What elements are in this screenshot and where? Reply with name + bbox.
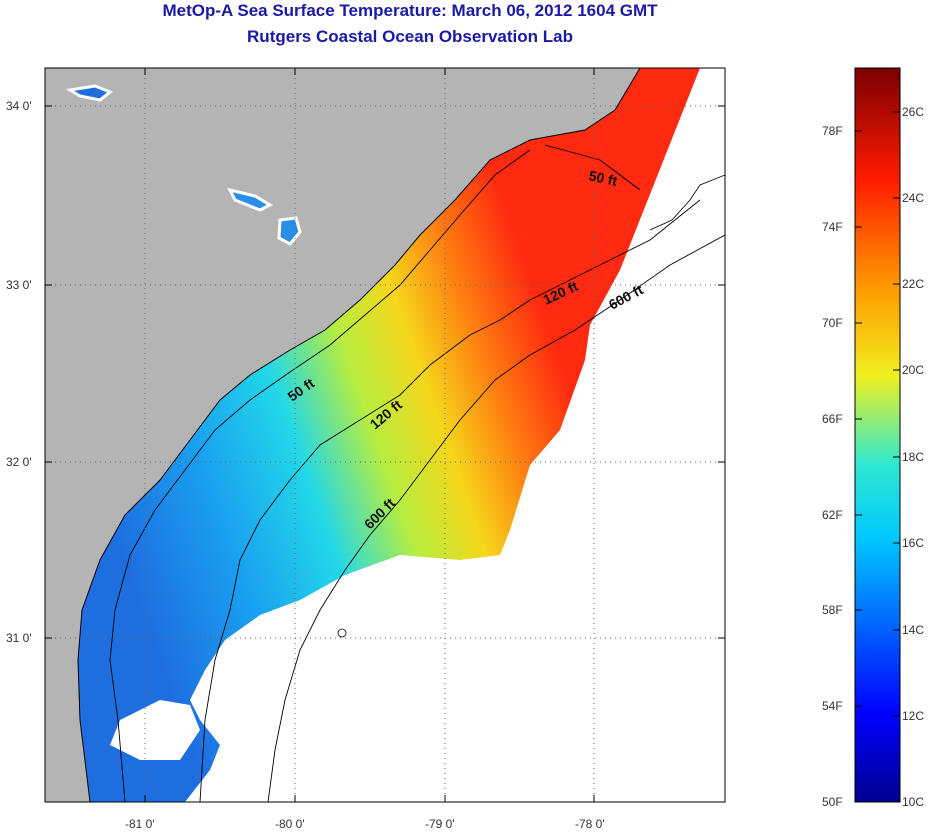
colorbar-f-label: 74F: [822, 220, 843, 234]
colorbar-c-label: 24C: [902, 191, 924, 205]
colorbar-c-label: 16C: [902, 536, 924, 550]
offshore-contour: [649, 174, 725, 231]
seamount-contour: [337, 628, 347, 638]
colorbar-f-label: 70F: [822, 316, 843, 330]
contour-label: 50 ft: [587, 167, 619, 189]
contour-120ft: [199, 199, 701, 802]
lon-label: -78 0': [575, 817, 605, 831]
lat-label: 32 0': [6, 455, 32, 469]
colorbar: [854, 67, 901, 803]
map-title: MetOp-A Sea Surface Temperature: March 0…: [162, 1, 658, 20]
lat-label: 34 0': [6, 99, 32, 113]
lon-label: -80 0': [275, 817, 305, 831]
graticule: [45, 68, 725, 802]
coastline: [77, 68, 641, 802]
colorbar-f-label: 62F: [822, 508, 843, 522]
colorbar-c-label: 12C: [902, 709, 924, 723]
colorbar-c-label: 22C: [902, 277, 924, 291]
lat-label: 31 0': [6, 631, 32, 645]
map-border: [44, 67, 726, 803]
lon-label: -81 0': [125, 817, 155, 831]
lon-label: -79 0': [425, 817, 455, 831]
contour-600ft: [267, 234, 725, 802]
inland-lake: [65, 84, 113, 102]
colorbar-c-label: 10C: [902, 795, 924, 809]
colorbar-c-label: 18C: [902, 450, 924, 464]
colorbar-f-label: 54F: [822, 699, 843, 713]
map-subtitle: Rutgers Coastal Ocean Observation Lab: [247, 27, 573, 46]
contour-50ft: [109, 144, 641, 802]
axis-ticks: [45, 68, 725, 802]
colorbar-ticks: [855, 111, 900, 717]
colorbar-c-label: 20C: [902, 363, 924, 377]
land-mass: [45, 68, 640, 802]
colorbar-f-label: 50F: [822, 795, 843, 809]
colorbar-f-label: 58F: [822, 603, 843, 617]
colorbar-f-label: 78F: [822, 124, 843, 138]
colorbar-c-label: 14C: [902, 623, 924, 637]
cloud-gap: [110, 700, 200, 760]
inland-lake: [227, 187, 274, 212]
sst-swath: [78, 68, 700, 802]
colorbar-c-label: 26C: [902, 105, 924, 119]
lat-label: 33 0': [6, 278, 32, 292]
colorbar-f-label: 66F: [822, 412, 843, 426]
